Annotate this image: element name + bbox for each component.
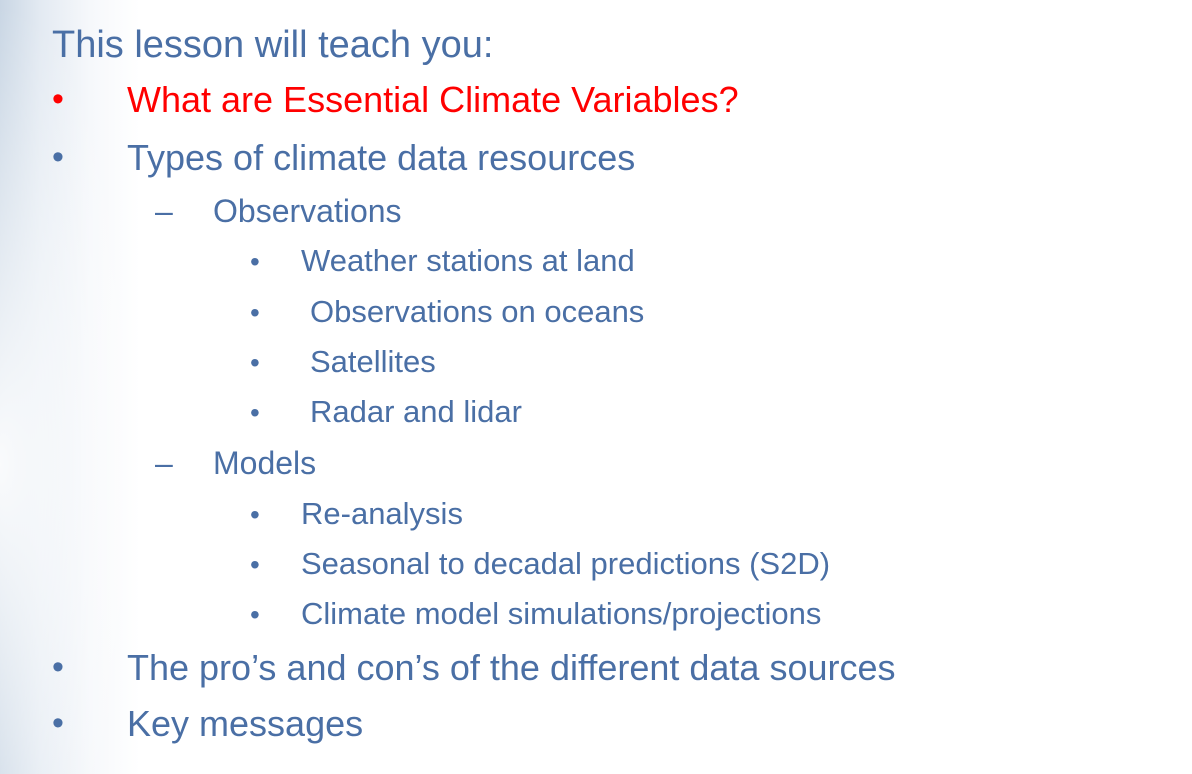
list-item-text: Types of climate data resources	[127, 137, 636, 178]
slide-title: This lesson will teach you:	[52, 24, 494, 66]
list-item-text: Observations	[213, 193, 402, 229]
list-item-text: Observations on oceans	[310, 294, 645, 329]
bullet-marker: •	[52, 648, 64, 686]
list-item-text: Radar and lidar	[310, 394, 522, 429]
bullet-marker: •	[250, 599, 260, 630]
dash-marker: –	[155, 193, 173, 229]
bullet-marker: •	[250, 297, 260, 328]
bullet-marker: •	[250, 499, 260, 530]
list-item-text: The pro’s and con’s of the different dat…	[127, 647, 896, 688]
background-ice-image	[0, 0, 150, 774]
list-item-text: Weather stations at land	[301, 243, 635, 278]
list-item-text: What are Essential Climate Variables?	[127, 79, 739, 120]
bullet-marker: •	[250, 397, 260, 428]
bullet-marker: •	[250, 549, 260, 580]
list-item-text: Key messages	[127, 703, 364, 744]
list-item-text: Seasonal to decadal predictions (S2D)	[301, 546, 831, 581]
bullet-marker: •	[250, 246, 260, 277]
list-item-text: Satellites	[310, 344, 436, 379]
bullet-marker: •	[52, 704, 64, 742]
list-item-text: Models	[213, 445, 317, 481]
list-item-text: Re-analysis	[301, 496, 463, 531]
bullet-marker: •	[52, 80, 64, 118]
bullet-marker: •	[250, 347, 260, 378]
dash-marker: –	[155, 445, 173, 481]
list-item-text: Climate model simulations/projections	[301, 596, 822, 631]
bullet-marker: •	[52, 138, 64, 176]
